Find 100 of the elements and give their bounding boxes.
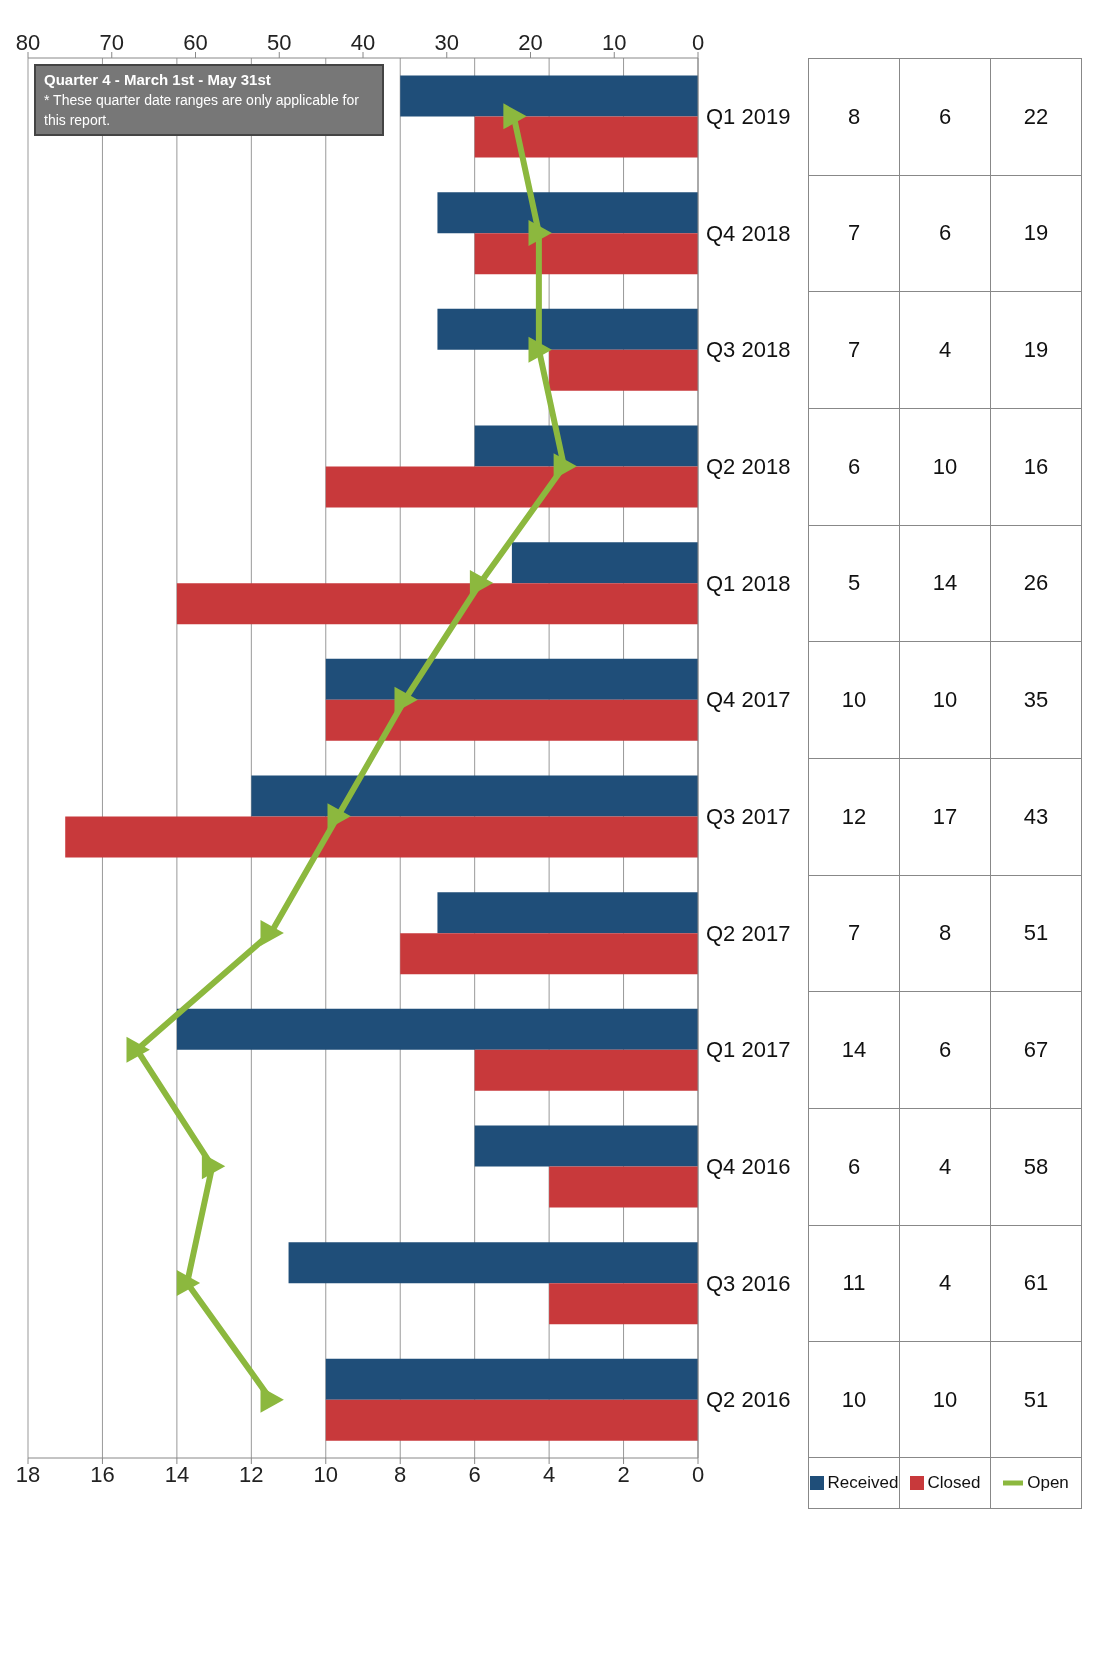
x2-tick-label: 80 [15,30,41,55]
point [469,570,494,596]
point [260,920,284,946]
y-tick-label: Q4 2016 [706,1154,791,1180]
y-tick-label: Q2 2016 [706,1387,791,1413]
x2-tick-label: 10 [602,30,627,55]
point [528,336,552,363]
y-tick-label: Q2 2017 [706,920,791,946]
data-label: 7 [809,874,899,992]
data-label: 10 [900,407,990,525]
data-label: 51 [991,874,1081,992]
x2-tick-label: 20 [518,30,543,55]
data-label: 67 [991,991,1081,1108]
bar [325,466,698,508]
bar [437,892,698,934]
x-tick-label: 14 [164,1461,190,1487]
bar [511,542,698,584]
x-tick-label: 8 [394,1461,407,1487]
x-tick-label: 6 [468,1461,481,1487]
point [327,803,351,830]
data-label: 7 [809,291,899,408]
data-label: 7 [809,174,899,292]
bar [400,933,698,975]
point [126,1036,150,1063]
data-label: 43 [991,757,1081,875]
bar [549,1283,698,1325]
data-label: 61 [991,1224,1081,1342]
annotation: * These quarter date ranges are only applicable for this report. [44,91,360,130]
data-label: 14 [809,991,899,1108]
y-tick-label: Q4 2017 [706,687,791,713]
y-tick-label: Q1 2018 [706,570,791,596]
data-label: 58 [991,1107,1081,1225]
data-label: 6 [809,407,899,525]
data-label: 6 [900,991,990,1108]
bar [437,308,698,350]
point [394,686,418,713]
data-label: 6 [900,58,990,175]
y-tick-label: Q2 2018 [706,454,791,480]
data-label: 35 [991,641,1081,758]
y-tick-label: Q3 2016 [706,1270,791,1296]
x-tick-label: 4 [542,1461,556,1487]
data-label: 8 [809,58,899,175]
bar [474,1125,698,1167]
x-tick-label: 16 [90,1461,115,1487]
bar [549,349,698,391]
data-label: 4 [900,291,990,408]
x-tick-label: 2 [617,1461,630,1487]
data-label: 51 [991,1341,1081,1458]
annotation: Quarter 4 - March 1st - May 31st [44,70,272,90]
data-label: 6 [809,1107,899,1225]
bar [474,1049,698,1091]
point [176,1270,201,1296]
bar [474,116,698,158]
note-box: Quarter 4 - March 1st - May 31st * These quarter date ranges are only applicable for this report. [34,64,384,136]
data-label: 4 [900,1107,990,1225]
x-tick-label: 18 [15,1461,41,1487]
data-label: 26 [991,524,1081,642]
data-label: 17 [900,757,990,875]
legend-label: Closed [927,1472,981,1493]
data-label: 8 [900,874,990,992]
x2-tick-label: 50 [267,30,292,55]
bar [325,1358,698,1400]
x2-tick-label: 60 [183,30,208,55]
data-label: 12 [809,757,899,875]
point [201,1153,226,1180]
bar [325,1399,698,1441]
bar [176,1008,698,1050]
legend-label: Received [827,1472,899,1493]
data-label: 14 [900,524,990,642]
x2-tick-label: 30 [434,30,459,55]
data-label: 10 [900,641,990,758]
bar [437,192,698,234]
bar [474,233,698,275]
point [503,103,527,130]
x2-tick-label: 40 [350,30,376,55]
data-label: 19 [991,174,1081,292]
bar [474,425,698,467]
bar [549,1166,698,1208]
data-label: 10 [809,641,899,758]
x2-tick-label: 70 [99,30,124,55]
data-label: 16 [991,407,1081,525]
x2-tick-label: 0 [691,30,705,55]
y-tick-label: Q4 2018 [706,220,791,246]
bar [251,775,698,817]
bar [288,1242,698,1284]
data-label: 6 [900,174,990,292]
bar [325,699,698,741]
x-tick-label: 12 [239,1461,264,1487]
y-tick-label: Q1 2017 [706,1037,791,1063]
data-label: 22 [991,58,1081,175]
data-label: 19 [991,291,1081,408]
bar [400,75,698,117]
bar [325,658,698,700]
data-label: 11 [809,1224,899,1342]
point [528,220,552,246]
y-tick-label: Q3 2018 [706,337,791,363]
x-tick-label: 0 [691,1461,705,1487]
data-label: 4 [900,1224,990,1342]
y-tick-label: Q1 2019 [706,104,791,130]
x-tick-label: 10 [313,1461,339,1487]
